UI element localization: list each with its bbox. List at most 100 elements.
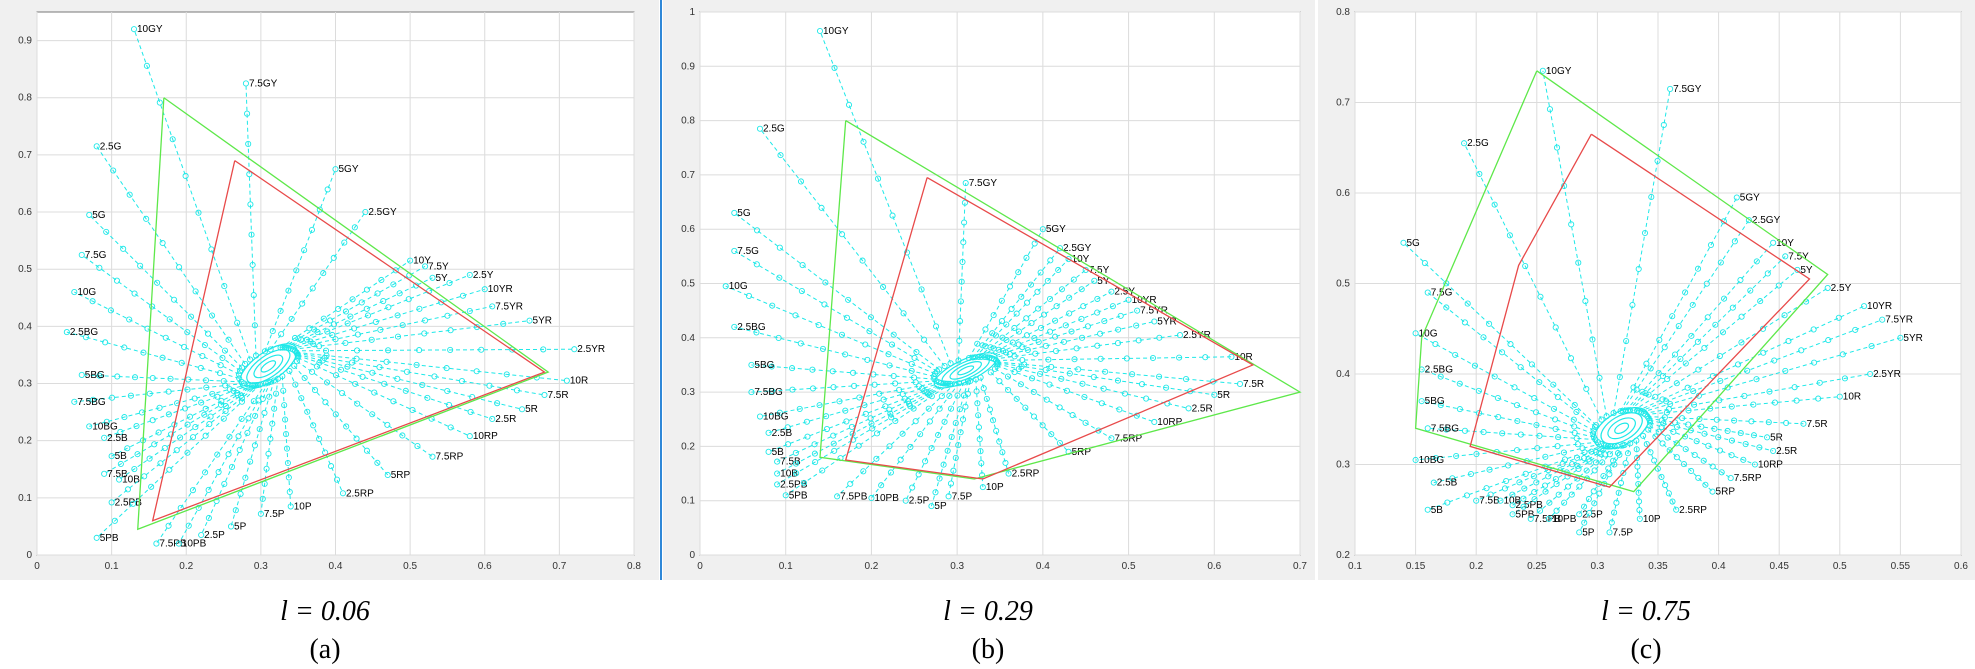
ray-marker: [1590, 430, 1597, 437]
ray-marker: [1056, 404, 1063, 411]
ray-marker: [1728, 452, 1735, 459]
ray-marker: [1573, 435, 1580, 442]
ray-marker: [348, 359, 356, 366]
ray-marker: [1682, 446, 1689, 453]
ray-marker: [1599, 459, 1606, 466]
ray-marker: [1575, 465, 1582, 473]
ray-marker: [169, 136, 176, 143]
ray-marker: [316, 206, 323, 213]
ray-marker: [221, 283, 228, 290]
y-tick-label: 0.8: [1336, 7, 1350, 18]
ray-marker: [1753, 258, 1760, 265]
ray-marker: [816, 402, 823, 409]
hue-label: 5PB: [789, 490, 808, 501]
ray-marker: [812, 459, 819, 466]
ray-marker: [1505, 462, 1512, 469]
ray-marker: [754, 227, 761, 234]
ray-marker: [912, 379, 919, 386]
ray-marker: [322, 399, 329, 406]
hue-label: 2.5P: [1582, 509, 1603, 520]
ray-marker: [957, 429, 964, 436]
hue-label: 5PB: [1516, 509, 1535, 520]
ray-marker: [1598, 416, 1605, 423]
ray-marker: [285, 287, 292, 294]
center-ellipse: [239, 343, 298, 390]
hue-ray: [1512, 445, 1612, 515]
ray-marker: [1634, 463, 1641, 470]
ray-marker: [1586, 458, 1593, 465]
ray-marker: [519, 406, 526, 413]
hue-ray: [293, 365, 389, 476]
hue-label: 5GY: [1740, 193, 1760, 204]
ray-marker: [1503, 477, 1510, 485]
hue-label: 5YR: [1157, 317, 1176, 328]
ray-marker: [880, 283, 887, 291]
hue-label: 10RP: [1157, 417, 1182, 428]
ray-marker: [541, 391, 548, 399]
ray-marker: [1791, 384, 1798, 391]
hue-label: 10PB: [1552, 514, 1577, 525]
ray-marker: [792, 460, 800, 467]
ray-marker: [811, 450, 818, 457]
hue-label: 2.5GY: [368, 207, 397, 218]
ray-marker: [1533, 421, 1540, 429]
ray-marker: [429, 274, 436, 281]
ray-marker: [1042, 366, 1049, 373]
ray-marker: [1617, 479, 1625, 486]
ray-marker: [1555, 434, 1562, 441]
ray-marker: [241, 380, 248, 387]
ray-marker: [1700, 457, 1707, 464]
ray-marker: [1651, 457, 1658, 464]
ray-marker: [889, 212, 896, 219]
ray-marker: [1019, 344, 1026, 351]
hue-label: 5B: [115, 451, 128, 462]
ray-marker: [466, 271, 473, 278]
ray-marker: [378, 276, 385, 284]
ray-marker: [201, 342, 208, 349]
hue-label: 10BG: [763, 412, 789, 423]
ray-marker: [257, 510, 264, 517]
ray-marker: [1694, 265, 1702, 272]
ray-marker: [1711, 425, 1718, 432]
ray-marker: [213, 497, 220, 505]
ray-marker: [1620, 469, 1627, 477]
ray-marker: [897, 456, 904, 463]
ray-marker: [797, 178, 805, 185]
ray-marker: [421, 263, 429, 270]
ray-marker: [1664, 434, 1671, 441]
ray-marker: [1643, 441, 1650, 448]
ray-marker: [1771, 399, 1779, 406]
ray-marker: [293, 358, 300, 365]
ray-marker: [126, 316, 133, 323]
ray-marker: [332, 372, 340, 379]
y-tick-label: 0.5: [18, 264, 32, 275]
ray-marker: [299, 300, 306, 307]
ray-marker: [1640, 410, 1647, 417]
hue-label: 10P: [294, 501, 312, 512]
y-tick-label: 0.6: [1336, 188, 1350, 199]
ray-marker: [1571, 401, 1578, 408]
ray-marker: [1513, 447, 1521, 454]
hue-ray: [905, 382, 965, 501]
ray-marker: [979, 342, 986, 349]
ray-marker: [1554, 443, 1561, 450]
ray-marker: [903, 249, 911, 256]
ray-marker: [1727, 475, 1734, 482]
ray-marker: [1151, 418, 1158, 426]
red-boundary: [844, 177, 1255, 480]
hue-ray: [1578, 444, 1625, 533]
ray-marker: [1011, 324, 1018, 332]
ray-marker: [1080, 303, 1087, 310]
ray-marker: [932, 489, 939, 496]
y-tick-label: 0.2: [1336, 550, 1350, 561]
hue-ray: [294, 348, 575, 352]
ray-marker: [236, 446, 243, 453]
ray-marker: [266, 393, 273, 400]
ray-marker: [353, 355, 360, 362]
ray-marker: [120, 245, 127, 252]
ray-marker: [481, 286, 488, 293]
ray-marker: [1642, 390, 1649, 397]
chart-a-svg: 0 0.1 0.2 0.3 0.4 0.5 0.6 0.7 0.8 0 0.1 0.2 0.3 0.4 0.…: [18, 11, 641, 572]
ray-marker: [526, 317, 533, 324]
hue-label: 10YR: [488, 284, 513, 295]
